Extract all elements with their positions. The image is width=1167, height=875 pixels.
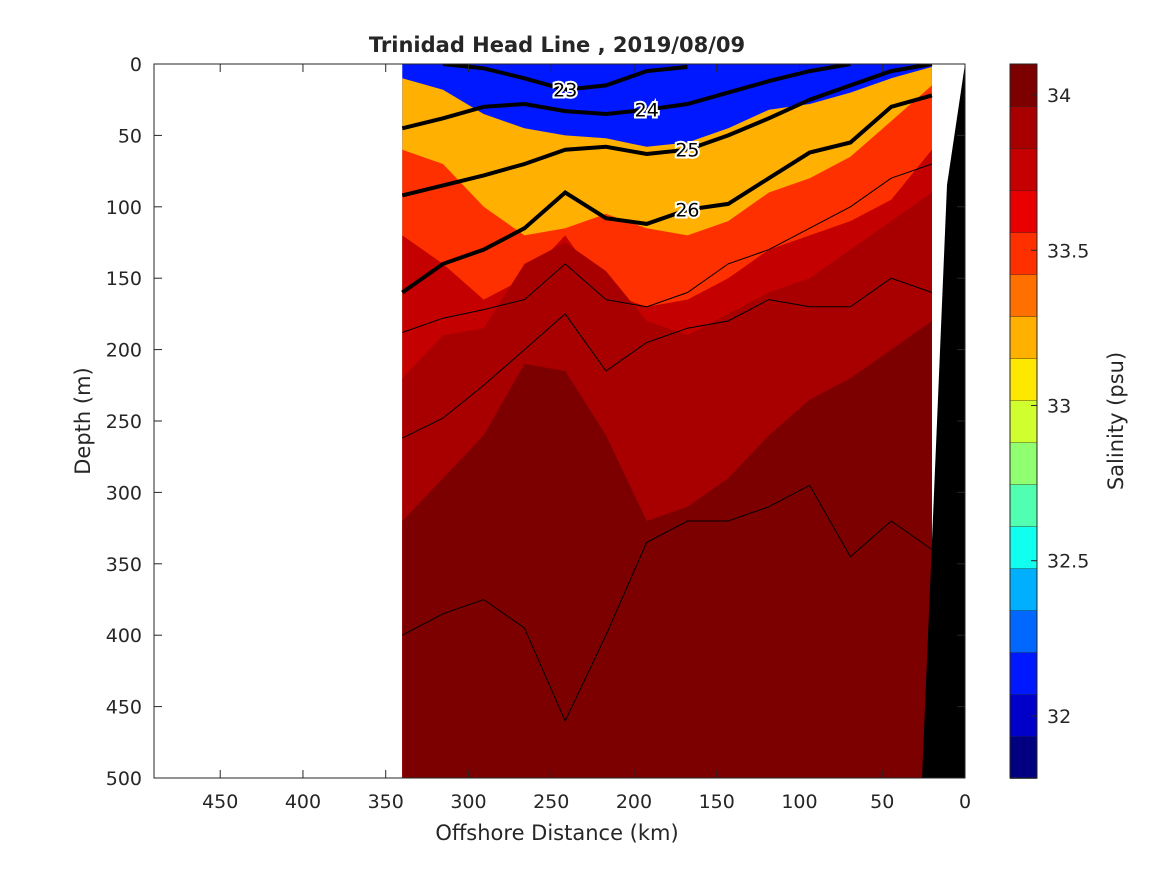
colorbar-frame bbox=[1009, 63, 1038, 779]
salinity-zone-5 bbox=[402, 606, 932, 778]
density-contour-23 bbox=[442, 64, 688, 92]
y-tick-label: 250 bbox=[106, 411, 142, 433]
colorbar-swatch bbox=[1009, 315, 1038, 359]
seafloor-shelf bbox=[922, 64, 965, 778]
x-tick-label: 50 bbox=[870, 791, 894, 813]
colorbar-swatch bbox=[1009, 651, 1038, 695]
y-tick-label: 350 bbox=[106, 554, 142, 576]
y-tick-label: 150 bbox=[106, 268, 142, 290]
density-contour-25 bbox=[401, 64, 933, 198]
colorbar-swatch bbox=[1009, 231, 1038, 275]
y-axis-label: Depth (m) bbox=[71, 367, 95, 474]
colorbar-swatch bbox=[1009, 609, 1038, 653]
y-tick-label: 50 bbox=[118, 125, 142, 147]
colorbar-swatch bbox=[1009, 693, 1038, 737]
x-tick-label: 100 bbox=[781, 791, 817, 813]
y-tick-label: 200 bbox=[106, 340, 142, 362]
x-tick-label: 350 bbox=[368, 791, 404, 813]
x-tick-label: 400 bbox=[285, 791, 321, 813]
x-tick-label: 250 bbox=[533, 791, 569, 813]
colorbar-swatch bbox=[1009, 189, 1038, 233]
x-tick-label: 300 bbox=[450, 791, 486, 813]
colorbar-tick-label: 32.5 bbox=[1047, 551, 1089, 573]
y-axis-ticks: 0 50 100 150 200 250 300 350 400 450 500 bbox=[106, 54, 965, 790]
colorbar-swatch bbox=[1009, 483, 1038, 527]
y-tick-label: 500 bbox=[106, 768, 142, 790]
density-contour-label: 24 bbox=[635, 100, 659, 122]
x-tick-label: 200 bbox=[616, 791, 652, 813]
density-contour-24 bbox=[401, 64, 851, 131]
density-contour-26 bbox=[401, 93, 933, 295]
colorbar-swatch bbox=[1009, 735, 1038, 779]
colorbar: 32 32.5 33 33.5 34 Salinity (psu) bbox=[1009, 63, 1128, 779]
colorbar-tick-label: 33 bbox=[1047, 395, 1071, 417]
y-tick-label: 0 bbox=[130, 54, 142, 76]
colorbar-swatch bbox=[1009, 399, 1038, 443]
colorbar-swatch bbox=[1009, 357, 1038, 401]
colorbar-swatch bbox=[1009, 147, 1038, 191]
colorbar-swatch bbox=[1009, 567, 1038, 611]
x-axis-label: Offshore Distance (km) bbox=[435, 821, 678, 845]
density-contour-label: 25 bbox=[675, 140, 699, 162]
y-tick-label: 400 bbox=[106, 625, 142, 647]
x-tick-label: 450 bbox=[202, 791, 238, 813]
chart-title: Trinidad Head Line , 2019/08/09 bbox=[369, 33, 745, 57]
x-tick-label: 0 bbox=[959, 791, 971, 813]
y-tick-label: 450 bbox=[106, 697, 142, 719]
x-tick-label: 150 bbox=[699, 791, 735, 813]
colorbar-tick-label: 33.5 bbox=[1047, 240, 1089, 262]
x-axis-ticks: 450 400 350 300 250 200 150 100 50 0 bbox=[202, 64, 971, 813]
colorbar-swatch bbox=[1009, 441, 1038, 485]
colorbar-swatches bbox=[1009, 63, 1038, 779]
salinity-fill-layer bbox=[402, 64, 932, 778]
y-tick-label: 300 bbox=[106, 482, 142, 504]
colorbar-swatch bbox=[1009, 63, 1038, 107]
colorbar-swatch bbox=[1009, 105, 1038, 149]
colorbar-ticks: 32 32.5 33 33.5 34 bbox=[1031, 85, 1089, 728]
colorbar-swatch bbox=[1009, 273, 1038, 317]
colorbar-tick-label: 34 bbox=[1047, 85, 1071, 107]
colorbar-label: Salinity (psu) bbox=[1104, 352, 1128, 490]
y-tick-label: 100 bbox=[106, 197, 142, 219]
density-contour-label: 23 bbox=[553, 80, 577, 102]
density-contour-label: 26 bbox=[675, 200, 699, 222]
colorbar-swatch bbox=[1009, 525, 1038, 569]
density-contour-thin-2 bbox=[402, 484, 933, 723]
colorbar-tick-label: 32 bbox=[1047, 706, 1071, 728]
density-contour-thin-0 bbox=[402, 163, 933, 333]
density-contour-layer: 23 24 25 26 bbox=[401, 64, 933, 723]
density-contour-thin-1 bbox=[402, 277, 933, 439]
